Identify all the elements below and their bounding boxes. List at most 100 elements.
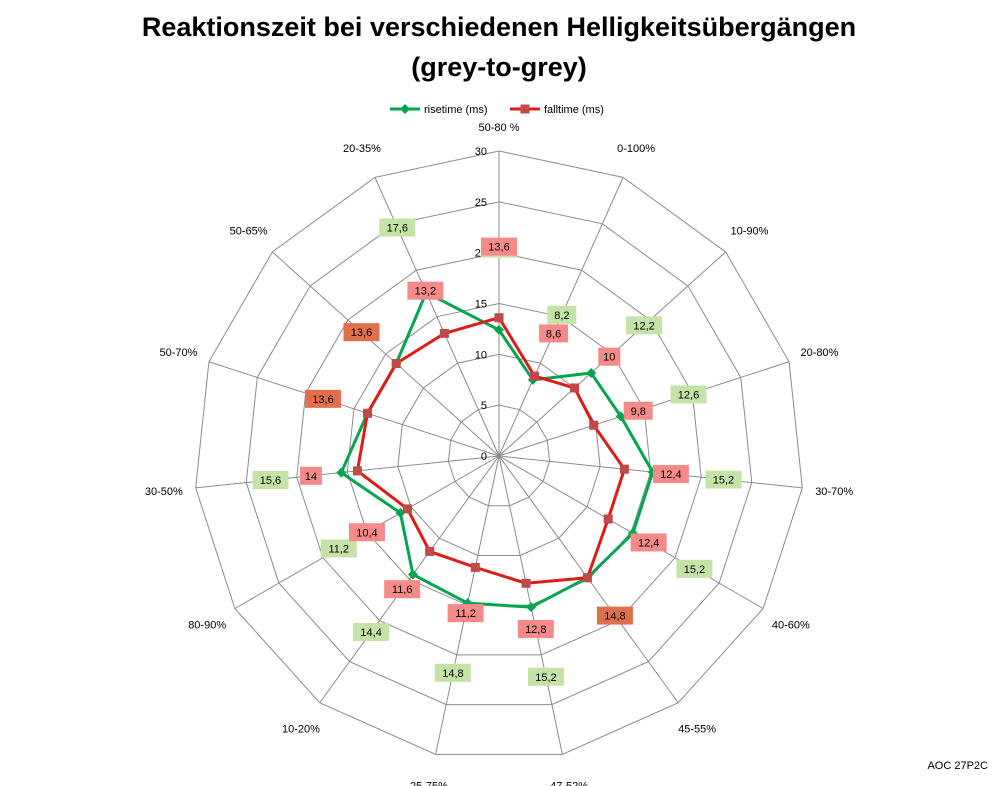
category-label: 25-75% — [410, 781, 448, 786]
chart-title-line-1: Reaktionszeit bei verschiedenen Helligke… — [141, 12, 857, 42]
falltime-data-label-box — [348, 523, 385, 542]
falltime-data-label: 8,6 — [546, 328, 561, 340]
risetime-data-label: 14,8 — [442, 668, 463, 680]
category-label: 20-35% — [343, 143, 381, 155]
radial-tick-label: 5 — [481, 400, 487, 412]
falltime-data-label-box — [481, 237, 517, 256]
risetime-data-label-box — [320, 539, 357, 558]
risetime-data-label-box — [434, 663, 471, 682]
falltime-marker — [402, 504, 412, 514]
category-label: 20-80% — [801, 347, 839, 359]
falltime-data-label: 11,2 — [455, 608, 476, 620]
category-label: 0-100% — [617, 143, 655, 155]
risetime-data-label: 17,6 — [387, 223, 408, 235]
falltime-data-label: 12,8 — [525, 624, 546, 636]
falltime-data-label: 13,6 — [351, 327, 372, 339]
monitor-model-label: AOC 27P2C — [927, 760, 988, 772]
grid-ring-20 — [296, 252, 702, 656]
falltime-marker — [582, 573, 592, 583]
risetime-data-label: 12,6 — [678, 389, 699, 401]
risetime-marker — [494, 324, 504, 335]
risetime-data-label-box — [252, 471, 289, 490]
falltime-marker — [439, 328, 449, 338]
falltime-marker — [603, 514, 613, 524]
falltime-data-label: 10 — [603, 352, 615, 364]
category-label: 30-50% — [145, 486, 183, 498]
falltime-data-label: 13,6 — [488, 242, 509, 254]
falltime-data-label-box — [305, 389, 342, 408]
series-line-falltime — [355, 316, 626, 585]
radial-tick-label: 25 — [475, 197, 487, 209]
risetime-data-label-box — [676, 559, 713, 578]
category-label: 45-55% — [678, 724, 716, 736]
grid-spoke — [272, 251, 500, 457]
falltime-data-label: 12,4 — [660, 469, 681, 481]
falltime-data-label-box — [517, 620, 554, 639]
risetime-data-label: 11,2 — [328, 544, 349, 556]
category-label: 30-70% — [815, 486, 853, 498]
risetime-marker — [336, 467, 347, 478]
risetime-data-label-box — [379, 218, 416, 237]
category-label: 47-52% — [550, 781, 588, 786]
falltime-data-label: 12,4 — [638, 537, 659, 549]
falltime-data-label: 14,8 — [604, 611, 625, 623]
falltime-marker — [352, 466, 362, 476]
category-label: 80-90% — [188, 620, 226, 632]
category-label: 50-80 % — [479, 122, 520, 134]
falltime-data-label: 9,8 — [631, 406, 646, 418]
falltime-data-label-box — [630, 533, 667, 552]
falltime-marker — [589, 420, 599, 430]
risetime-data-label: 8,2 — [554, 310, 569, 322]
legend-risetime-marker — [400, 104, 410, 114]
falltime-data-label: 13,6 — [312, 394, 333, 406]
category-label: 10-90% — [730, 226, 768, 238]
category-label: 50-70% — [160, 347, 198, 359]
grid-ring-5 — [447, 404, 551, 507]
grid-spoke — [195, 455, 500, 489]
falltime-marker — [521, 578, 531, 588]
radial-tick-label: 30 — [475, 146, 487, 158]
risetime-marker — [615, 411, 626, 422]
risetime-data-label: 15,2 — [684, 564, 705, 576]
falltime-data-label-box — [596, 606, 633, 625]
radial-tick-label: 10 — [475, 349, 487, 361]
risetime-data-label: 14,4 — [360, 627, 381, 639]
radial-tick-label: 15 — [475, 299, 487, 311]
falltime-data-label-box — [407, 281, 444, 300]
falltime-marker — [470, 562, 480, 572]
falltime-marker — [570, 383, 580, 393]
category-label: 50-65% — [230, 226, 268, 238]
category-label: 40-60% — [772, 620, 810, 632]
falltime-data-label: 14 — [305, 471, 317, 483]
legend-falltime-marker — [520, 104, 530, 114]
grid-spoke — [319, 455, 500, 704]
falltime-data-label: 13,2 — [415, 286, 436, 298]
falltime-data-label-box — [343, 323, 380, 342]
risetime-data-label-box — [527, 667, 564, 686]
risetime-data-label: 15,6 — [260, 475, 281, 487]
risetime-data-label: 15,2 — [713, 475, 734, 487]
grid-spoke — [208, 361, 500, 457]
falltime-data-label-box — [384, 580, 421, 599]
risetime-data-label-box — [705, 470, 742, 489]
falltime-marker — [391, 358, 401, 368]
falltime-marker — [425, 546, 435, 556]
risetime-data-label: 12,2 — [633, 320, 654, 332]
risetime-marker — [395, 507, 406, 518]
chart-title-line-2: (grey-to-grey) — [411, 52, 587, 82]
risetime-data-label-box — [547, 305, 577, 324]
category-label: 10-20% — [282, 724, 320, 736]
falltime-data-label-box — [623, 401, 653, 420]
risetime-marker — [526, 602, 537, 613]
falltime-data-label-box — [447, 604, 484, 623]
falltime-marker — [530, 371, 540, 381]
risetime-data-label: 15,2 — [535, 672, 556, 684]
grid-ring-25 — [245, 201, 753, 706]
risetime-data-label-box — [670, 385, 707, 404]
falltime-data-label-box — [598, 347, 621, 366]
legend: risetime (ms) falltime (ms) — [390, 104, 604, 116]
grid-ring-30 — [195, 150, 803, 755]
falltime-data-label-box — [299, 466, 322, 485]
